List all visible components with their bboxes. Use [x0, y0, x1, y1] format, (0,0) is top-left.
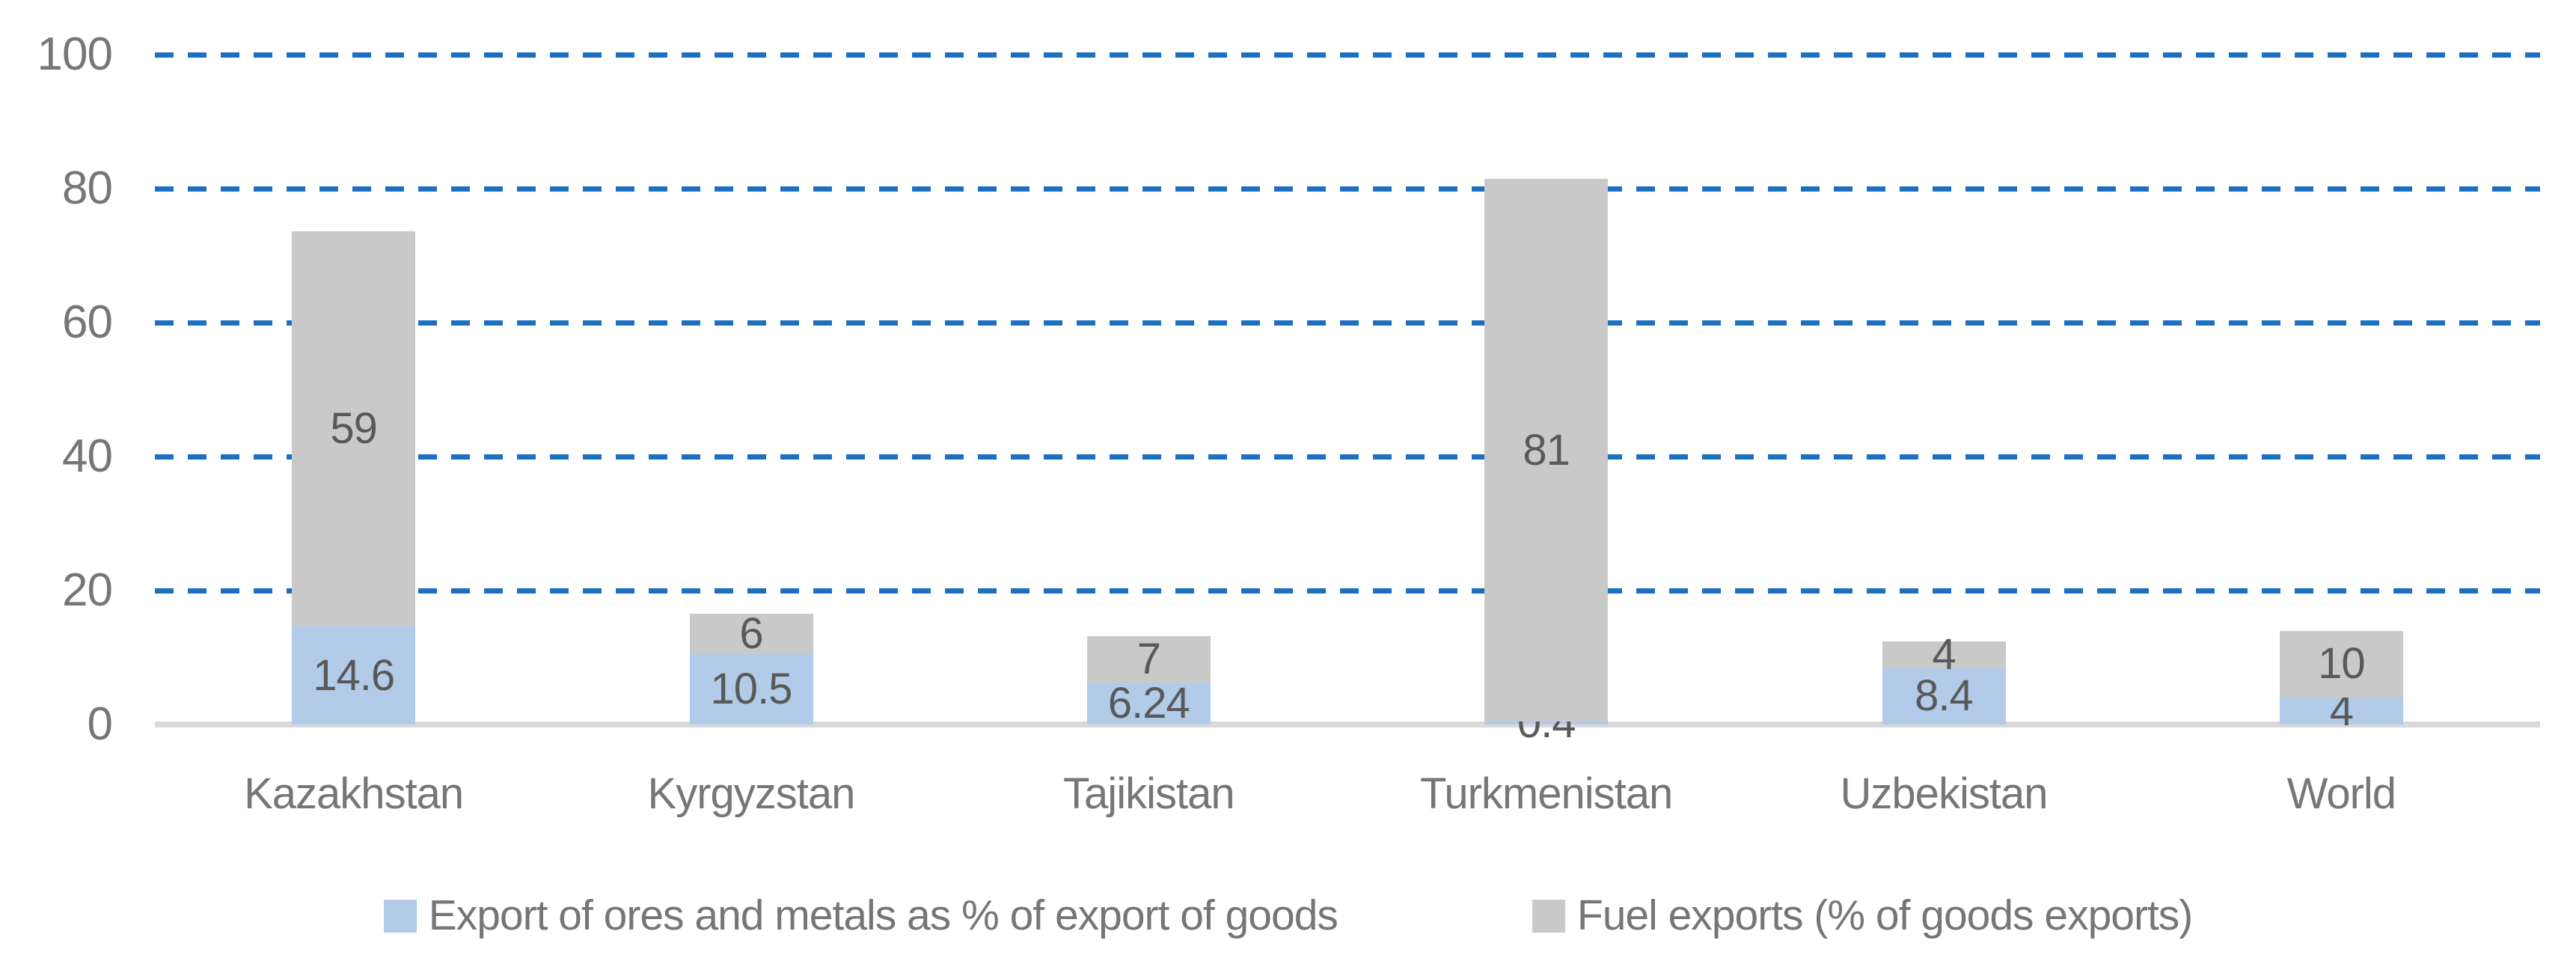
bar-segment: [1484, 179, 1609, 722]
category-label: Kyrgyzstan: [647, 769, 856, 818]
legend-swatch: [383, 899, 417, 933]
y-tick-label: 80: [62, 162, 113, 214]
legend-swatch: [1532, 899, 1565, 933]
category-label: Kazakhstan: [244, 769, 464, 818]
bar-segment: [2279, 630, 2403, 698]
category-label: Turkmenistan: [1420, 769, 1673, 818]
legend-item: Export of ores and metals as % of export…: [383, 891, 1339, 939]
category-label: Uzbekistan: [1840, 769, 2049, 818]
bar-data-label: 8.4: [1915, 671, 1974, 721]
y-tick-label: 40: [62, 430, 113, 482]
legend-label: Export of ores and metals as % of export…: [428, 891, 1339, 939]
x-axis-line: [155, 722, 2540, 728]
legend-label: Fuel exports (% of goods exports): [1576, 891, 2193, 939]
bar-segment: [292, 626, 416, 725]
bar-segment: [292, 231, 416, 627]
chart-legend: Export of ores and metals as % of export…: [0, 894, 2576, 937]
gridline: [155, 186, 2540, 192]
bar-segment: [1086, 635, 1211, 683]
category-label: Tajikistan: [1063, 769, 1235, 818]
bar-data-label: 4: [1932, 629, 1956, 679]
y-tick-label: 20: [62, 564, 113, 616]
bar-segment: [1086, 683, 1211, 725]
bar-data-label: 14.6: [313, 650, 395, 700]
bar-segment: [1882, 641, 2006, 668]
y-tick-label: 100: [37, 28, 113, 80]
bar-segment: [2279, 698, 2403, 725]
gridline: [155, 320, 2540, 326]
bar-data-label: 10: [2318, 639, 2366, 689]
bar-segment: [1882, 668, 2006, 725]
y-tick-label: 0: [87, 698, 113, 750]
bar-data-label: 7: [1136, 634, 1161, 683]
bar-data-label: 59: [330, 404, 378, 454]
legend-item: Fuel exports (% of goods exports): [1532, 891, 2193, 939]
category-label: World: [2286, 769, 2396, 818]
bar-segment: [689, 654, 813, 725]
bar-data-label: 81: [1523, 425, 1570, 475]
bar-segment: [689, 614, 813, 654]
bar-data-label: 10.5: [710, 665, 793, 713]
gridline: [155, 52, 2540, 58]
y-tick-label: 60: [62, 296, 113, 348]
bar-data-label: 6: [739, 609, 763, 659]
bar-data-label: 6.24: [1107, 679, 1190, 728]
bar-segment: [1484, 722, 1609, 725]
gridline: [155, 454, 2540, 460]
gridline: [155, 588, 2540, 594]
